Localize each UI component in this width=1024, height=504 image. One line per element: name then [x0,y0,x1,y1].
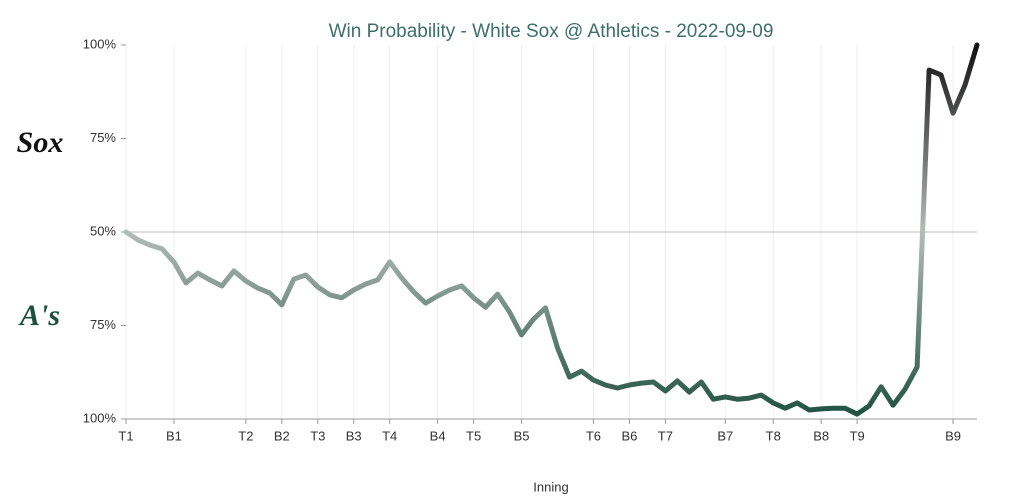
x-tick-label: B8 [813,428,829,443]
x-tick-label: T3 [310,428,325,443]
chart-title: Win Probability - White Sox @ Athletics … [329,21,774,42]
x-tick-label: B1 [166,428,182,443]
x-tick-label: B3 [346,428,362,443]
x-tick-label: T9 [850,428,865,443]
team-logo: Sox [17,126,64,159]
x-tick-label: B4 [430,428,446,443]
y-tick-label: 75% [90,130,116,145]
x-tick-label: T1 [118,428,133,443]
x-tick-label: B2 [274,428,290,443]
x-tick-label: B9 [945,428,961,443]
x-tick-label: T5 [466,428,481,443]
x-tick-label: T6 [586,428,601,443]
x-tick-label: B5 [514,428,530,443]
x-tick-label: T7 [658,428,673,443]
x-tick-label: T2 [238,428,253,443]
win-probability-line [123,42,980,417]
x-tick-label: T4 [382,428,397,443]
x-tick-label: B7 [717,428,733,443]
y-tick-label: 75% [90,317,116,332]
y-tick-label: 50% [90,223,116,238]
y-tick-label: 100% [83,36,117,51]
x-tick-label: B6 [621,428,637,443]
y-tick-label: 100% [83,410,117,425]
x-tick-label: T8 [766,428,781,443]
x-axis-label: Inning [533,479,568,494]
team-logo: A's [18,299,60,332]
